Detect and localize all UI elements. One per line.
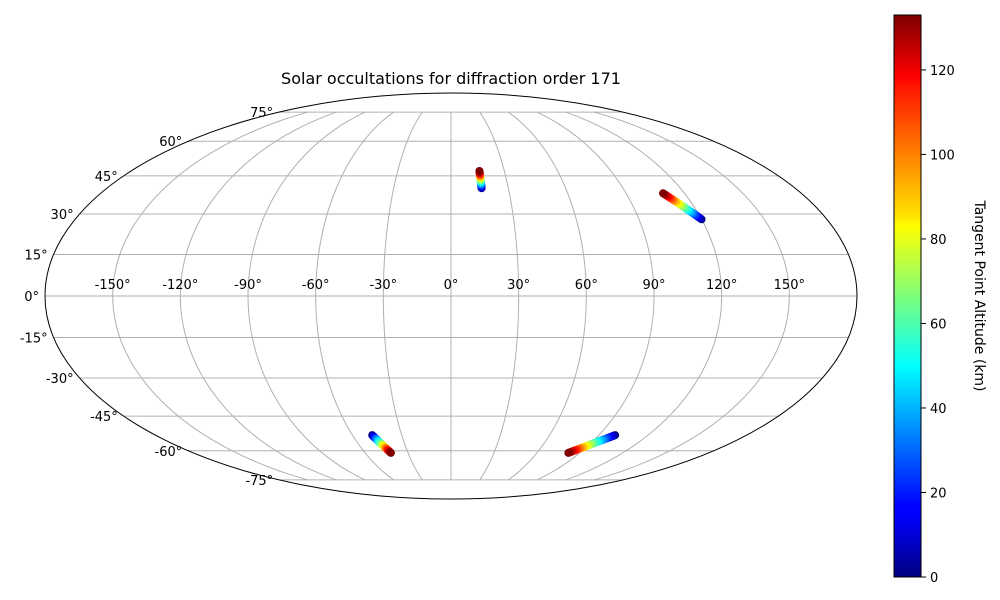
latitude-tick-label: 15°	[25, 248, 48, 263]
colorbar-tick-label: 40	[930, 402, 947, 417]
longitude-tick-label: 120°	[706, 278, 737, 293]
longitude-tick-label: -120°	[162, 278, 198, 293]
longitude-tick-label: -60°	[302, 278, 330, 293]
colorbar-tick-label: 100	[930, 148, 955, 163]
longitude-tick-label: 90°	[642, 278, 665, 293]
latitude-tick-label: 75°	[250, 106, 273, 121]
longitude-tick-label: 150°	[774, 278, 805, 293]
track-point	[659, 189, 668, 198]
latitude-tick-label: 30°	[51, 208, 74, 223]
colorbar-tick-label: 120	[930, 64, 955, 79]
latitude-tick-label: 45°	[95, 170, 118, 185]
longitude-tick-label: -150°	[95, 278, 131, 293]
occultation-track	[659, 189, 706, 224]
latitude-tick-label: -45°	[90, 410, 118, 425]
occultation-track	[564, 431, 620, 457]
colorbar: 0 20 40 60 80 100 120 Tangent Point Altitude (…	[893, 14, 987, 586]
latitude-tick-label: 0°	[24, 290, 39, 305]
occultation-track	[475, 166, 486, 193]
latitude-tick-labels: 75° 60° 45° 30° 15° 0° -15° -30° -45° -60° -75°	[20, 106, 273, 489]
longitude-tick-label: -30°	[369, 278, 397, 293]
colorbar-tick-label: 20	[930, 486, 947, 501]
latitude-tick-label: -60°	[155, 445, 183, 460]
colorbar-tick-label: 60	[930, 317, 947, 332]
track-point	[386, 448, 395, 457]
colorbar-tick-label: 80	[930, 233, 947, 248]
longitude-tick-labels: -150° -120° -90° -60° -30° 0° 30° 60° 90° 120° 150…	[95, 278, 805, 293]
longitude-tick-label: -90°	[234, 278, 262, 293]
track-point	[564, 448, 573, 457]
data-tracks	[368, 166, 706, 457]
latitude-tick-label: -30°	[46, 372, 74, 387]
longitude-tick-label: 60°	[575, 278, 598, 293]
occultation-track	[368, 431, 395, 457]
map-outline	[44, 92, 858, 500]
colorbar-gradient	[893, 14, 922, 578]
latitude-tick-label: 60°	[159, 135, 182, 150]
longitude-tick-label: 0°	[444, 278, 459, 293]
colorbar-label: Tangent Point Altitude (km)	[971, 199, 987, 391]
longitude-tick-label: 30°	[507, 278, 530, 293]
map-grid	[45, 111, 857, 481]
track-point	[475, 166, 484, 175]
colorbar-ticks: 0 20 40 60 80 100 120	[921, 64, 955, 586]
latitude-tick-label: -15°	[20, 332, 48, 347]
chart-title: Solar occultations for diffraction order…	[281, 69, 621, 88]
latitude-tick-label: -75°	[245, 474, 273, 489]
colorbar-tick-label: 0	[930, 571, 938, 586]
